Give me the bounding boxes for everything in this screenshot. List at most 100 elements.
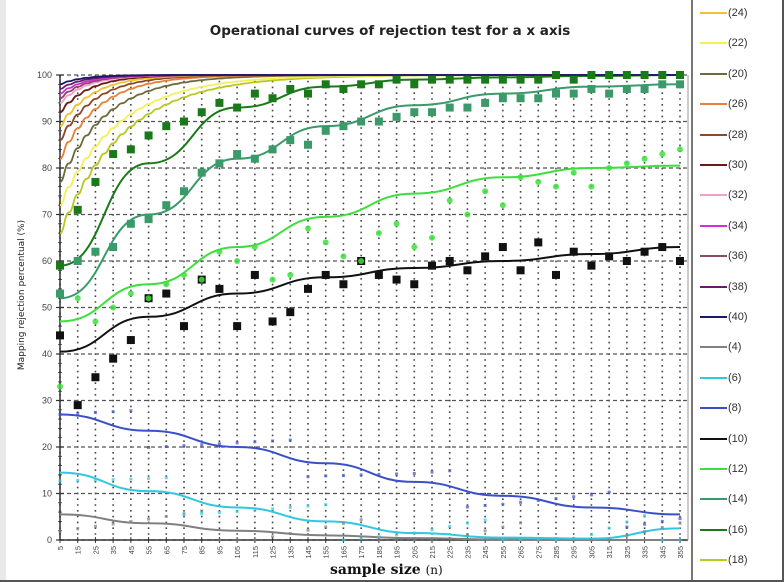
legend-swatch-icon (700, 528, 727, 531)
marker-10 (286, 308, 295, 317)
curve-18 (59, 74, 681, 234)
legend-label: (32) (728, 189, 748, 202)
marker-8 (377, 472, 381, 476)
legend-label: (6) (728, 371, 742, 384)
marker-14 (250, 154, 259, 163)
marker-6 (465, 521, 469, 525)
marker-8 (111, 410, 115, 414)
legend-label: (10) (728, 432, 748, 445)
marker-8 (235, 441, 239, 445)
legend-swatch-icon (700, 224, 727, 227)
marker-12 (393, 220, 400, 227)
marker-14 (91, 247, 100, 256)
marker-6 (324, 503, 328, 507)
marker-14 (516, 94, 525, 103)
marker-14 (56, 289, 64, 298)
legend-item: (6) (700, 372, 741, 384)
marker-8 (76, 412, 80, 416)
x-tick-label: 35 (109, 546, 118, 554)
marker-14 (552, 89, 560, 98)
marker-4 (519, 521, 523, 525)
marker-4 (448, 537, 452, 541)
marker-6 (430, 528, 434, 532)
marker-14 (268, 145, 277, 154)
marker-14 (374, 117, 383, 126)
marker-8 (129, 409, 133, 413)
marker-14 (428, 108, 436, 117)
x-tick-label: 355 (676, 546, 685, 559)
legend-label: (26) (728, 98, 748, 111)
marker-8 (164, 445, 168, 449)
marker-10 (91, 373, 100, 382)
x-tick-label: 325 (623, 546, 632, 559)
marker-16 (357, 80, 366, 89)
marker-16 (428, 75, 436, 84)
marker-14 (109, 243, 118, 252)
marker-14 (410, 108, 419, 117)
marker-4 (129, 519, 133, 523)
curve-8 (59, 413, 681, 516)
marker-10 (392, 275, 401, 284)
marker-8 (589, 493, 593, 497)
marker-16 (516, 75, 525, 84)
legend-item: (20) (700, 68, 748, 80)
marker-8 (465, 505, 469, 509)
y-tick-label: 90 (42, 117, 52, 127)
marker-14 (357, 117, 366, 126)
marker-8 (324, 474, 328, 478)
marker-12 (216, 248, 223, 255)
legend-swatch-icon (700, 255, 727, 258)
marker-4 (76, 527, 80, 531)
marker-8 (306, 475, 310, 479)
curve-28 (59, 74, 680, 141)
x-tick-label: 125 (269, 546, 278, 559)
legend-item: (40) (700, 311, 748, 323)
legend-label: (20) (728, 67, 748, 80)
x-tick-label: 55 (145, 546, 154, 554)
marker-16 (109, 150, 118, 159)
marker-16 (622, 71, 631, 79)
marker-6 (182, 512, 186, 516)
marker-8 (395, 472, 399, 476)
marker-14 (534, 94, 543, 103)
marker-4 (501, 525, 505, 529)
legend-swatch-icon (700, 103, 727, 106)
marker-10 (180, 322, 188, 331)
marker-4 (217, 538, 221, 542)
marker-12 (570, 169, 577, 176)
marker-4 (200, 509, 204, 513)
marker-10 (569, 247, 578, 256)
marker-10 (233, 322, 242, 331)
curve-14 (59, 83, 681, 300)
marker-4 (607, 538, 611, 542)
marker-12 (659, 151, 666, 158)
y-tick-label: 80 (42, 163, 52, 173)
marker-16 (445, 75, 454, 84)
marker-12 (251, 244, 258, 251)
marker-12 (535, 178, 542, 185)
legend-label: (12) (728, 463, 748, 475)
x-tick-label: 195 (393, 546, 402, 559)
legend-item: (26) (700, 98, 748, 110)
marker-14 (605, 89, 614, 98)
legend-item: (4) (700, 341, 741, 353)
marker-16 (162, 122, 171, 131)
marker-14 (215, 159, 224, 168)
marker-4 (288, 531, 292, 535)
marker-4 (58, 529, 62, 533)
x-tick-label: 5 (56, 546, 65, 550)
marker-14 (304, 140, 312, 149)
marker-8 (448, 469, 452, 473)
legend-item: (38) (700, 281, 748, 293)
marker-16 (339, 84, 348, 93)
marker-8 (678, 517, 682, 521)
marker-4 (147, 517, 151, 521)
marker-4 (483, 529, 487, 533)
marker-8 (483, 504, 487, 508)
marker-8 (643, 522, 647, 526)
marker-6 (200, 511, 204, 515)
legend-label: (30) (728, 159, 748, 171)
marker-10 (321, 270, 330, 279)
marker-6 (253, 508, 257, 512)
x-tick-label: 295 (570, 546, 579, 559)
